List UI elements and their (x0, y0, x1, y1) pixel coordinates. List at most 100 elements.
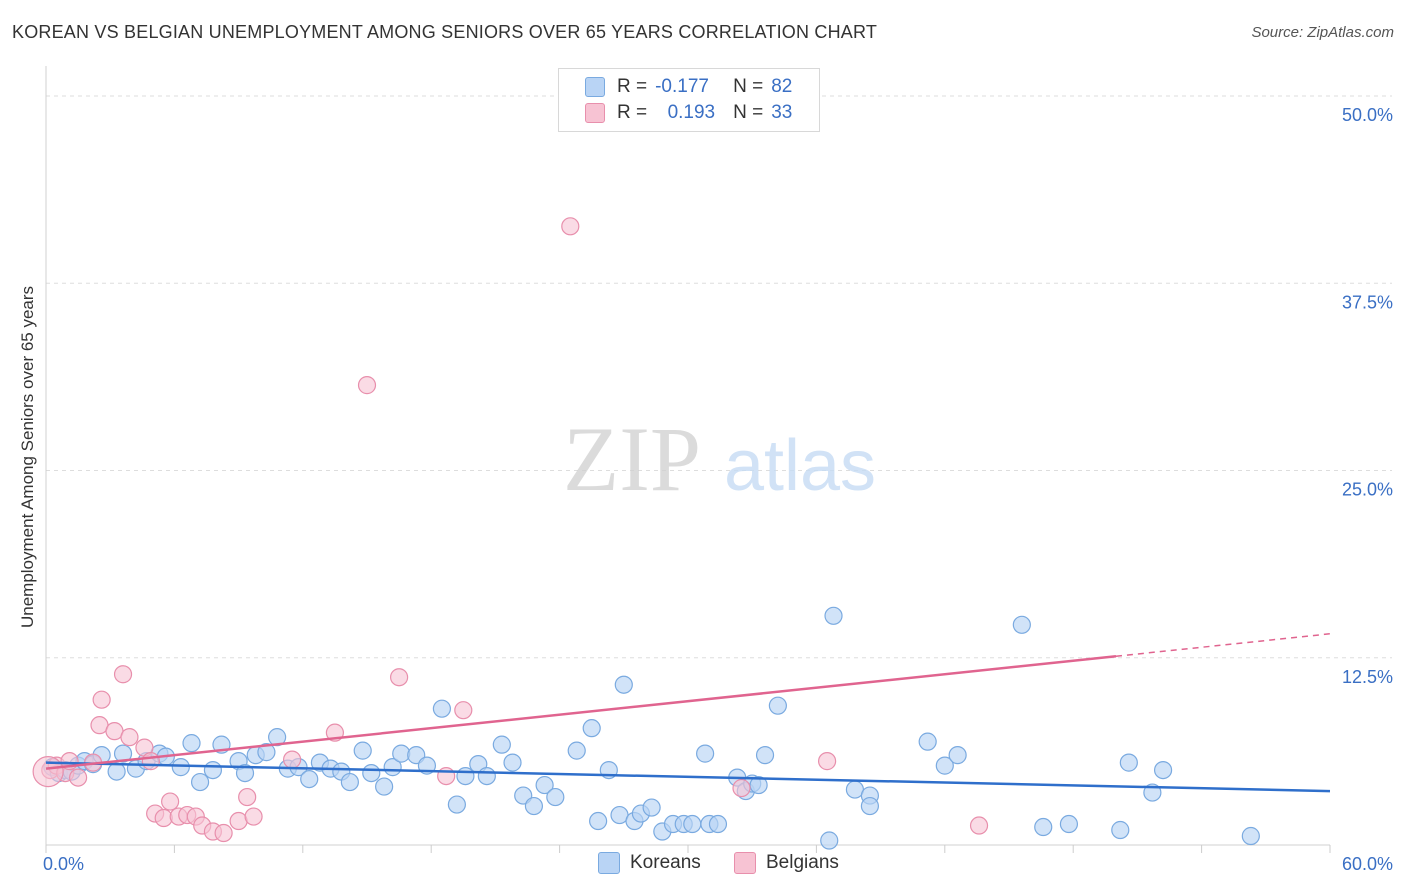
belgian-point (229, 811, 248, 831)
belgians-label: Belgians (766, 852, 839, 873)
belgian-point (244, 807, 263, 826)
korean-point (948, 746, 967, 765)
belgian-point (161, 792, 180, 811)
koreans-swatch (598, 852, 620, 874)
y-tick-label: 12.5% (1342, 667, 1393, 687)
korean-point (683, 814, 702, 834)
legend-row-belgians: R = 0.193 N = 33 (585, 100, 792, 126)
korean-point (589, 811, 608, 831)
x-tick-label-min: 0.0% (43, 854, 84, 874)
legend-r-value: 0.193 (667, 102, 716, 123)
korean-point (432, 699, 451, 718)
korean-point (535, 775, 554, 795)
belgian-point (283, 750, 302, 769)
legend-r-value: -0.177 (655, 76, 709, 97)
legend-n-value: 33 (771, 102, 793, 123)
korean-point (235, 763, 255, 783)
tick-labels: 12.5% 25.0% 37.5% 50.0% 0.0% 60.0% (43, 105, 1393, 874)
belgian-swatch (585, 103, 605, 123)
korean-point (456, 766, 475, 786)
korean-point (918, 732, 937, 751)
belgian-point (154, 808, 173, 828)
korean-point (1241, 826, 1260, 846)
belgian-point (113, 665, 133, 684)
belgian-point (357, 376, 377, 395)
korean-point (107, 762, 126, 781)
belgian-point (214, 823, 233, 843)
legend-n-label: N = (733, 102, 764, 123)
korean-point (171, 758, 190, 777)
legend-r-label: R = (617, 102, 648, 123)
belgian-point (969, 816, 989, 835)
trend-lines (45, 633, 1331, 793)
korean-point (935, 756, 954, 775)
y-tick-label: 50.0% (1342, 105, 1393, 125)
korean-point (392, 744, 411, 763)
korean-point (190, 772, 210, 792)
korean-point (447, 795, 466, 814)
korean-point (492, 735, 511, 754)
korean-point (708, 814, 728, 834)
koreans-label: Koreans (630, 852, 701, 873)
series-legend: Koreans Belgians (0, 852, 1406, 878)
legend-row-koreans: R = -0.177 N = 82 (585, 74, 792, 100)
chart-title: KOREAN VS BELGIAN UNEMPLOYMENT AMONG SEN… (12, 22, 878, 42)
korean-point (582, 719, 601, 738)
belgian-point (120, 728, 139, 747)
source-label: Source: ZipAtlas.com (1251, 24, 1394, 41)
legend-r-label: R = (617, 76, 648, 97)
korean-point (824, 606, 843, 625)
korean-point (353, 741, 372, 760)
korean-point (1153, 760, 1173, 780)
korean-swatch (585, 77, 605, 97)
legend-item-belgians: Belgians (734, 852, 839, 874)
belgian-point (390, 668, 409, 687)
korean-point (203, 760, 223, 780)
korean-point (546, 787, 565, 807)
korean-point (1111, 820, 1130, 840)
korean-point (749, 775, 768, 795)
korean-point (300, 769, 319, 789)
belgian-point (68, 768, 88, 787)
korean-point (268, 728, 287, 747)
korean-point (503, 753, 522, 772)
belgian-points (32, 217, 989, 843)
belgian-point (238, 787, 257, 807)
korean-point (768, 696, 787, 715)
axes (45, 66, 1331, 853)
grid-lines (46, 95, 1392, 659)
legend-item-koreans: Koreans (598, 852, 701, 874)
belgian-trend-extension (1115, 633, 1331, 657)
belgian-point (732, 778, 751, 798)
belgian-point (817, 752, 837, 771)
legend-n-label: N = (733, 76, 764, 97)
korean-point (696, 744, 715, 763)
belgian-point (454, 701, 473, 720)
belgian-point (141, 752, 160, 771)
korean-trend-line (45, 761, 1331, 793)
belgian-point-large (32, 755, 64, 788)
korean-point (113, 744, 133, 763)
watermark-atlas: atlas (724, 426, 876, 506)
legend-n-value: 82 (771, 76, 793, 97)
korean-point (524, 796, 544, 816)
korean-point (1034, 817, 1053, 837)
korean-point (1012, 615, 1031, 634)
korean-point (340, 772, 359, 792)
watermark: ZIP atlas (563, 408, 876, 510)
y-tick-label: 25.0% (1342, 480, 1393, 500)
korean-point (614, 675, 633, 694)
belgians-swatch (734, 852, 756, 874)
korean-point (182, 734, 201, 753)
korean-point (755, 746, 775, 765)
korean-point (362, 763, 381, 783)
korean-point (860, 796, 880, 816)
korean-point (257, 743, 276, 762)
korean-point (1059, 814, 1079, 834)
belgian-point (92, 690, 111, 709)
watermark-zip: ZIP (563, 408, 701, 510)
korean-point (375, 777, 394, 796)
korean-point (642, 798, 661, 817)
korean-point (567, 741, 586, 760)
